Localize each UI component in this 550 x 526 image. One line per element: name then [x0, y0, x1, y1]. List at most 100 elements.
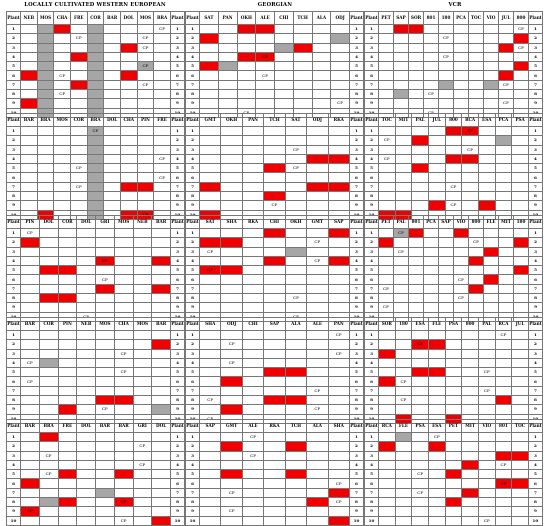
plant-number: 3 [6, 246, 21, 257]
result-cell [241, 293, 265, 304]
plant-number-right: 6 [348, 478, 364, 489]
result-cell [306, 497, 329, 508]
result-cell [378, 200, 396, 211]
result-cell [306, 135, 329, 146]
column-header: BAR [113, 419, 134, 433]
plant-number-right: 5 [170, 367, 185, 378]
result-cell [263, 441, 286, 452]
plant-number: 1 [6, 227, 21, 239]
result-cell [306, 450, 329, 461]
result-cell [220, 395, 243, 406]
result-cell [427, 478, 446, 489]
result-cell [220, 153, 243, 165]
result-cell [444, 506, 463, 517]
column-header: SAP [263, 317, 286, 331]
result-cell [284, 506, 308, 517]
result-cell [53, 125, 71, 137]
result-cell [76, 450, 96, 461]
result-cell [95, 376, 115, 387]
result-cell [263, 255, 286, 267]
plant-header-right: Plant [527, 113, 543, 127]
result-cell [151, 283, 171, 295]
result-cell [444, 459, 463, 471]
plant-number: 9 [364, 200, 379, 211]
result-cell [263, 135, 286, 146]
result-cell [494, 395, 513, 406]
result-cell [394, 487, 413, 499]
table-row: 4 CP 4 [185, 255, 364, 267]
plant-number-right: 9 [527, 404, 543, 415]
result-cell: CP [95, 274, 115, 285]
table-row: 8 CP 8 [6, 497, 185, 508]
result-cell [477, 348, 496, 359]
result-cell [95, 450, 115, 461]
plant-number-right: 7 [349, 79, 364, 91]
plant-number-right: 5 [348, 367, 364, 378]
plant-number: 1 [6, 125, 21, 137]
result-cell [461, 487, 479, 499]
result-cell [461, 395, 479, 406]
result-cell [408, 265, 424, 276]
result-cell [198, 293, 222, 304]
result-cell [394, 431, 413, 443]
column-header: RCA [461, 113, 479, 127]
result-cell [113, 376, 134, 387]
result-cell [292, 70, 313, 81]
result-cell [132, 367, 153, 378]
result-cell [69, 191, 88, 202]
result-cell [511, 506, 529, 517]
result-cell [263, 227, 286, 239]
result-cell [477, 144, 496, 155]
result-cell [461, 506, 479, 517]
column-header: 800 [461, 317, 479, 331]
result-cell [306, 348, 329, 359]
result-cell [393, 42, 409, 53]
result-cell [263, 329, 286, 341]
column-header: CHA [119, 113, 138, 127]
result-cell [95, 506, 115, 517]
result-cell [241, 506, 265, 517]
result-cell [199, 98, 219, 109]
result-cell [76, 265, 96, 276]
result-cell [423, 227, 439, 239]
result-cell [20, 191, 38, 202]
plant-number: 3 [6, 348, 21, 359]
plant-number: 9 [364, 302, 379, 313]
result-cell [408, 283, 424, 295]
result-cell [132, 274, 153, 285]
result-cell [444, 441, 463, 452]
result-cell: CP [477, 367, 496, 378]
result-cell [113, 255, 134, 267]
result-cell: CP [438, 33, 454, 44]
plant-header: Plant [185, 113, 200, 127]
plant-number-right: 7 [527, 385, 543, 397]
plant-number-right: 3 [170, 348, 185, 359]
result-cell [36, 98, 55, 109]
result-cell [378, 70, 394, 81]
result-cell [113, 469, 134, 480]
plant-number: 10 [185, 515, 200, 526]
result-cell [241, 237, 265, 248]
result-cell [38, 237, 59, 248]
column-header: 801 [408, 215, 424, 229]
table-row: 2 CP 2 [364, 33, 543, 44]
plant-number: 5 [364, 367, 379, 378]
column-header: CHA [113, 317, 134, 331]
result-cell [461, 376, 479, 387]
result-cell [306, 227, 329, 239]
result-cell [438, 274, 454, 285]
result-cell [306, 506, 329, 517]
result-cell [151, 246, 171, 257]
result-cell [113, 385, 134, 397]
result-cell [199, 89, 219, 100]
plant-number: 1 [6, 329, 21, 341]
result-cell [220, 255, 243, 267]
result-cell [461, 431, 479, 443]
result-cell: CP [113, 348, 134, 359]
plant-number: 2 [185, 441, 200, 452]
result-cell: CP [198, 246, 222, 257]
plant-number-right: 6 [348, 376, 364, 387]
column-header: MIT [498, 215, 514, 229]
